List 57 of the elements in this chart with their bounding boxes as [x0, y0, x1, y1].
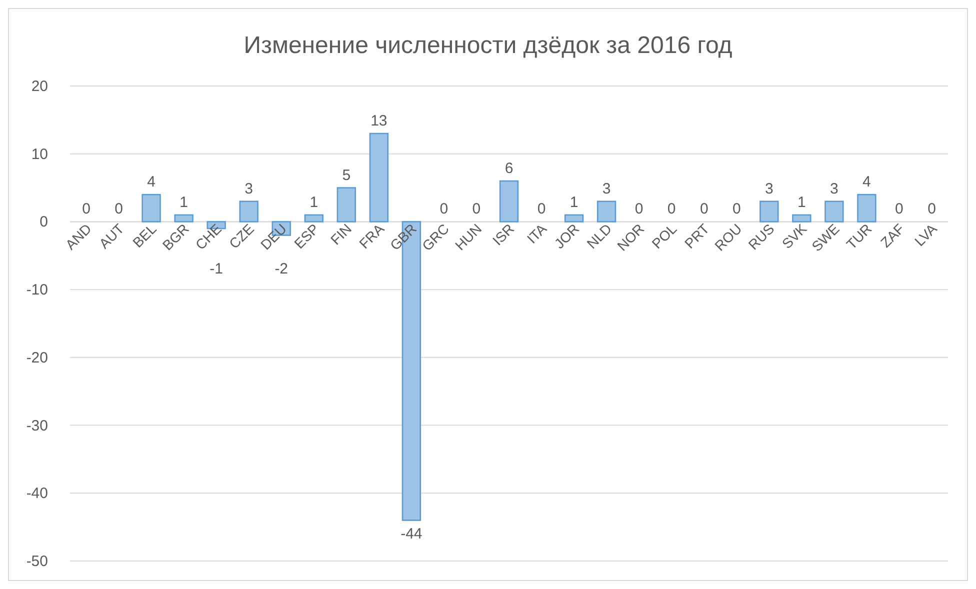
x-tick-label: FRA [356, 220, 388, 252]
data-label: 0 [700, 200, 708, 218]
data-label: 3 [764, 180, 774, 198]
data-label: 4 [862, 174, 871, 191]
x-tick-label: TUR [843, 220, 875, 252]
data-label: 0 [928, 200, 936, 218]
bar [857, 194, 876, 222]
x-tick-label: LVA [911, 220, 940, 250]
data-label: 1 [570, 194, 578, 211]
data-label: 3 [602, 180, 611, 198]
data-label: 0 [537, 200, 546, 218]
data-label: 0 [895, 200, 904, 218]
y-tick-label: -40 [26, 485, 48, 502]
data-label: 13 [370, 112, 388, 130]
y-tick-label: -10 [26, 282, 48, 299]
bar [596, 200, 616, 222]
bar [142, 194, 161, 222]
bar [499, 180, 519, 222]
x-tick-label: BEL [129, 220, 160, 251]
x-tick-label: ISR [489, 220, 518, 248]
data-label: -1 [210, 260, 224, 278]
y-tick-label: 10 [31, 146, 48, 163]
data-label: 3 [830, 180, 838, 198]
bar [239, 200, 258, 222]
y-tick-label: -50 [26, 553, 48, 570]
bar [336, 187, 356, 222]
data-label: 0 [667, 200, 676, 218]
data-label: 0 [472, 200, 481, 218]
data-label: 1 [180, 194, 188, 211]
data-label: -44 [400, 525, 422, 542]
y-tick-label: -30 [26, 417, 48, 434]
x-tick-label: ITA [524, 220, 550, 247]
y-tick-label: 0 [40, 214, 48, 231]
data-label: 0 [82, 200, 90, 218]
y-tick-label: 20 [31, 78, 48, 95]
data-label: 6 [504, 160, 514, 177]
data-label: 0 [114, 200, 123, 218]
bar [792, 214, 812, 222]
data-label: 1 [310, 194, 318, 211]
bar [369, 132, 389, 222]
data-label: -2 [274, 260, 288, 278]
bar [760, 200, 779, 222]
y-tick-label: -20 [26, 349, 48, 366]
bar [174, 214, 194, 222]
bar [564, 214, 584, 222]
data-label: 4 [147, 174, 156, 191]
x-tick-label: FIN [327, 220, 355, 248]
data-label: 1 [797, 194, 806, 211]
data-label: 0 [732, 200, 741, 218]
x-tick-label: POL [648, 220, 680, 252]
data-label: 0 [440, 200, 448, 218]
bar [304, 214, 324, 222]
data-label: 5 [342, 166, 351, 184]
data-label: 0 [634, 200, 644, 218]
bar [824, 200, 844, 222]
data-label: 3 [244, 180, 254, 198]
chart-title: Изменение численности дзёдок за 2016 год [244, 32, 732, 59]
